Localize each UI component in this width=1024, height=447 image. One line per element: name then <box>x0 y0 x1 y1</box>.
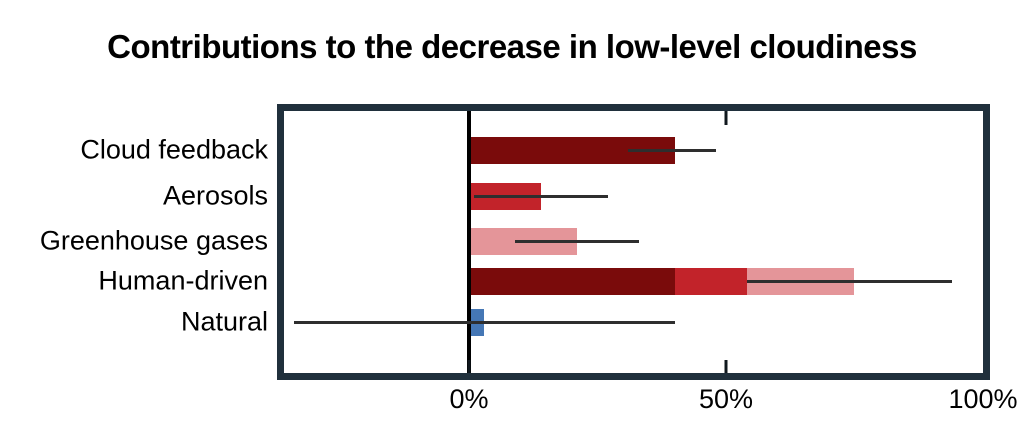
x-tick-label: 100% <box>948 384 1018 414</box>
x-tick-label: 0% <box>449 384 489 414</box>
bar-segment-aerosols <box>674 267 747 295</box>
y-tick-label: Cloud feedback <box>80 134 268 165</box>
zero-baseline <box>467 111 472 373</box>
bar-segment-cloud-feedback <box>469 267 675 295</box>
y-tick-label: Natural <box>180 306 268 337</box>
axis-tick <box>724 111 728 125</box>
axis-tick <box>467 360 471 373</box>
y-tick-label: Aerosols <box>162 180 268 211</box>
y-tick-label: Greenhouse gases <box>39 225 268 256</box>
error-bar <box>746 279 953 283</box>
y-tick-label: Human-driven <box>98 265 268 296</box>
chart-title: Contributions to the decrease in low-lev… <box>107 28 917 65</box>
error-bar <box>628 148 716 152</box>
plot-area <box>277 104 990 380</box>
axis-tick <box>724 360 728 373</box>
error-bar <box>474 194 608 198</box>
plot-inner <box>284 111 983 373</box>
error-bar <box>294 320 675 324</box>
x-tick-label: 50% <box>698 384 754 414</box>
error-bar <box>515 239 639 243</box>
